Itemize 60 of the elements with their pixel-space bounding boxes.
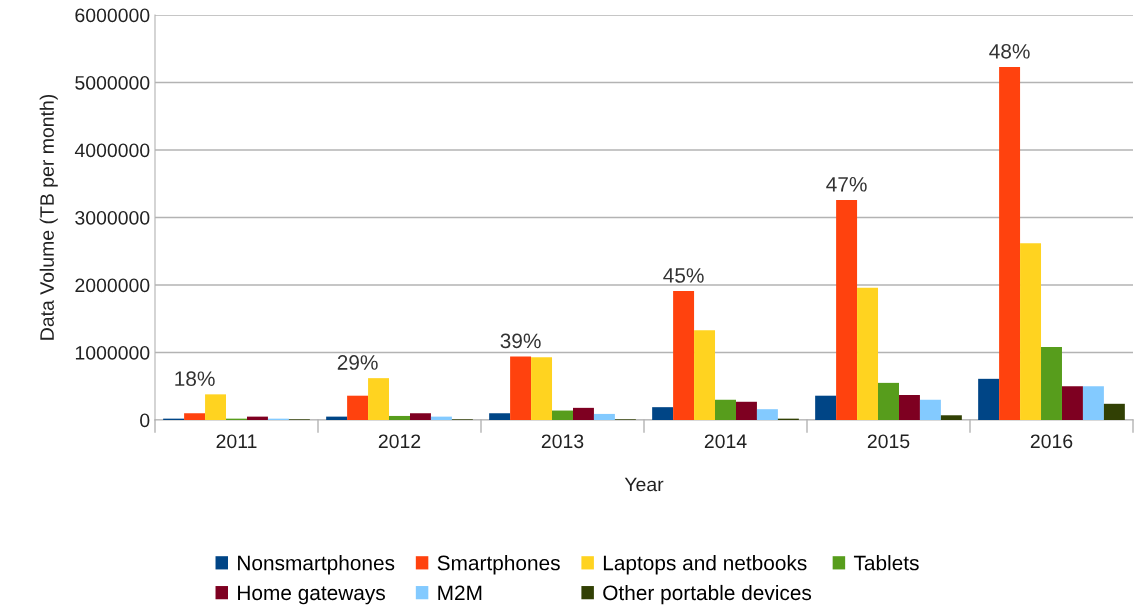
bar [593,413,615,420]
y-axis-title: Data Volume (TB per month) [39,94,58,340]
bar [898,395,920,420]
bar [836,199,858,420]
bar [652,407,674,420]
bar [735,401,757,420]
bar [999,66,1021,420]
bar [815,395,837,420]
bar [1020,243,1042,420]
bar [940,415,962,420]
bar [347,395,369,420]
bar [1103,403,1125,420]
y-tick-label: 2000000 [75,278,150,293]
bar [1061,386,1083,420]
legend-label: Home gateways [238,585,385,605]
bar [205,394,227,420]
annotation: 18% [175,371,215,387]
bar [184,413,206,420]
x-tick-label: 2014 [704,434,747,449]
bar [978,378,1000,420]
bar [1082,386,1104,420]
legend-label: Nonsmartphones [238,555,395,575]
legend-label: Tablets [853,555,919,571]
bar [531,357,553,420]
bar [572,407,594,420]
bar [1041,347,1062,420]
y-tick-label: 6000000 [75,8,150,23]
y-tick-label: 5000000 [75,75,150,90]
x-tick-label: 2016 [1030,434,1073,449]
legend-label: M2M [438,585,482,600]
bar [389,415,410,420]
bar [409,413,431,420]
y-tick-label: 3000000 [75,210,150,225]
legend-label: Smartphones [437,555,560,575]
y-tick-label: 4000000 [74,143,150,158]
legend-label: Laptops and netbooks [603,555,807,575]
x-tick-label: 2013 [541,434,584,449]
annotation: 29% [337,355,378,370]
annotation: 47% [826,177,867,192]
y-tick-label: 0 [140,413,150,428]
bar [510,356,532,420]
legend-label: Other portable devices [603,584,812,605]
y-tick-label: 1000000 [75,345,150,360]
annotation: 45% [663,268,704,283]
x-tick-label: 2011 [216,434,257,449]
bar [673,291,695,420]
bar [368,378,390,420]
bar [919,399,941,420]
annotation: 48% [989,43,1030,59]
bar [756,409,778,420]
bar [552,410,573,420]
bar [694,330,716,420]
bar [857,287,879,420]
bar [878,382,899,420]
x-tick-label: 2012 [378,434,421,449]
annotation: 39% [500,333,541,349]
x-axis-title: Year [624,477,664,492]
bar [715,399,736,420]
x-tick-label: 2015 [867,434,910,449]
bar [489,413,511,420]
